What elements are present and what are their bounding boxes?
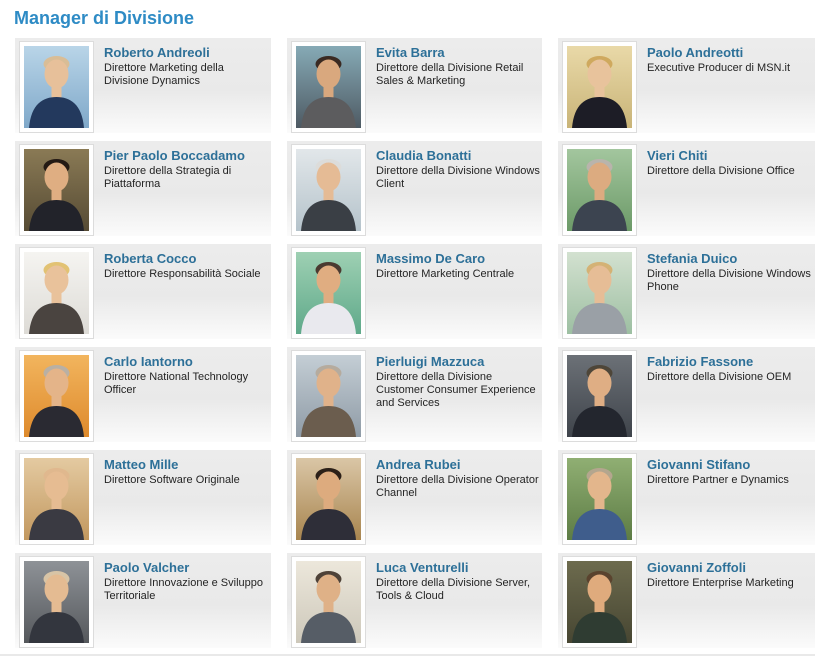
person-card: Roberto Andreoli Direttore Marketing del… xyxy=(15,38,271,133)
person-title: Direttore della Divisione Server, Tools … xyxy=(376,577,531,602)
person-silhouette-icon xyxy=(29,365,84,437)
person-name-link[interactable]: Giovanni Zoffoli xyxy=(647,560,746,575)
person-title: Direttore Marketing Centrale xyxy=(376,268,515,280)
person-title: Direttore Marketing della Divisione Dyna… xyxy=(104,62,224,87)
person-silhouette-icon xyxy=(572,262,627,334)
person-photo xyxy=(20,42,93,132)
person-photo xyxy=(20,145,93,235)
person-photo xyxy=(20,454,93,544)
person-silhouette-icon xyxy=(572,571,627,643)
person-photo xyxy=(292,557,365,647)
person-photo xyxy=(20,557,93,647)
person-title: Executive Producer di MSN.it xyxy=(647,62,791,74)
person-name-link[interactable]: Luca Venturelli xyxy=(376,560,469,575)
person-silhouette-icon xyxy=(572,56,627,128)
person-title: Direttore della Divisione Retail Sales &… xyxy=(376,62,524,87)
person-name-link[interactable]: Carlo Iantorno xyxy=(104,354,193,369)
person-card: Paolo Andreotti Executive Producer di MS… xyxy=(558,38,815,133)
person-silhouette-icon xyxy=(29,468,84,540)
person-photo xyxy=(563,248,636,338)
person-photo xyxy=(292,351,365,441)
person-silhouette-icon xyxy=(29,159,84,231)
person-title: Direttore Responsabilità Sociale xyxy=(104,268,261,280)
person-silhouette-icon xyxy=(29,56,84,128)
person-name-link[interactable]: Fabrizio Fassone xyxy=(647,354,754,369)
person-title: Direttore Innovazione e Sviluppo Territo… xyxy=(104,577,263,602)
person-photo xyxy=(563,351,636,441)
person-name-link[interactable]: Matteo Mille xyxy=(104,457,179,472)
person-card: Luca Venturelli Direttore della Division… xyxy=(287,553,542,648)
person-title: Direttore della Divisione Office xyxy=(647,165,795,177)
person-silhouette-icon xyxy=(301,571,356,643)
person-silhouette-icon xyxy=(572,159,627,231)
person-title: Direttore della Strategia di Piattaforma xyxy=(104,165,232,190)
person-name-link[interactable]: Vieri Chiti xyxy=(647,148,708,163)
page-title: Manager di Divisione xyxy=(14,8,195,28)
person-photo xyxy=(292,248,365,338)
person-silhouette-icon xyxy=(301,468,356,540)
person-silhouette-icon xyxy=(301,159,356,231)
person-card: Carlo Iantorno Direttore National Techno… xyxy=(15,347,271,442)
person-photo xyxy=(292,145,365,235)
person-title: Direttore Enterprise Marketing xyxy=(647,577,794,589)
person-silhouette-icon xyxy=(29,262,84,334)
person-photo xyxy=(292,454,365,544)
person-name-link[interactable]: Giovanni Stifano xyxy=(647,457,751,472)
person-silhouette-icon xyxy=(29,571,84,643)
person-name-link[interactable]: Paolo Andreotti xyxy=(647,45,744,60)
person-photo xyxy=(563,454,636,544)
person-silhouette-icon xyxy=(572,365,627,437)
person-name-link[interactable]: Stefania Duico xyxy=(647,251,738,266)
person-title: Direttore della Divisione Operator Chann… xyxy=(376,474,539,499)
person-card: Fabrizio Fassone Direttore della Divisio… xyxy=(558,347,815,442)
person-photo xyxy=(563,557,636,647)
person-card: Roberta Cocco Direttore Responsabilità S… xyxy=(15,244,271,339)
person-photo xyxy=(563,42,636,132)
person-card: Pierluigi Mazzuca Direttore della Divisi… xyxy=(287,347,542,442)
person-name-link[interactable]: Claudia Bonatti xyxy=(376,148,472,163)
person-card: Giovanni Stifano Direttore Partner e Dyn… xyxy=(558,450,815,545)
person-card: Andrea Rubei Direttore della Divisione O… xyxy=(287,450,542,545)
person-card: Pier Paolo Boccadamo Direttore della Str… xyxy=(15,141,271,236)
person-card: Vieri Chiti Direttore della Divisione Of… xyxy=(558,141,815,236)
person-card: Paolo Valcher Direttore Innovazione e Sv… xyxy=(15,553,271,648)
person-photo xyxy=(292,42,365,132)
manager-grid: Roberto Andreoli Direttore Marketing del… xyxy=(15,38,815,648)
person-name-link[interactable]: Pierluigi Mazzuca xyxy=(376,354,485,369)
person-name-link[interactable]: Paolo Valcher xyxy=(104,560,190,575)
person-name-link[interactable]: Roberto Andreoli xyxy=(104,45,210,60)
person-photo xyxy=(563,145,636,235)
person-silhouette-icon xyxy=(301,262,356,334)
person-card: Claudia Bonatti Direttore della Division… xyxy=(287,141,542,236)
person-title: Direttore della Divisione OEM xyxy=(647,371,792,383)
person-title: Direttore della Divisione Windows Phone xyxy=(647,268,811,293)
person-photo xyxy=(20,351,93,441)
person-silhouette-icon xyxy=(301,365,356,437)
bottom-divider xyxy=(0,654,815,656)
person-name-link[interactable]: Evita Barra xyxy=(376,45,445,60)
person-title: Direttore National Technology Officer xyxy=(104,371,249,396)
person-photo xyxy=(20,248,93,338)
person-card: Evita Barra Direttore della Divisione Re… xyxy=(287,38,542,133)
person-name-link[interactable]: Massimo De Caro xyxy=(376,251,486,266)
person-title: Direttore della Divisione Windows Client xyxy=(376,165,540,190)
person-card: Matteo Mille Direttore Software Original… xyxy=(15,450,271,545)
person-name-link[interactable]: Andrea Rubei xyxy=(376,457,461,472)
person-silhouette-icon xyxy=(572,468,627,540)
person-title: Direttore Software Originale xyxy=(104,474,240,486)
person-name-link[interactable]: Pier Paolo Boccadamo xyxy=(104,148,245,163)
person-title: Direttore Partner e Dynamics xyxy=(647,474,789,486)
person-title: Direttore della Divisione Customer Consu… xyxy=(376,371,536,409)
person-card: Stefania Duico Direttore della Divisione… xyxy=(558,244,815,339)
person-card: Giovanni Zoffoli Direttore Enterprise Ma… xyxy=(558,553,815,648)
person-silhouette-icon xyxy=(301,56,356,128)
person-name-link[interactable]: Roberta Cocco xyxy=(104,251,197,266)
person-card: Massimo De Caro Direttore Marketing Cent… xyxy=(287,244,542,339)
